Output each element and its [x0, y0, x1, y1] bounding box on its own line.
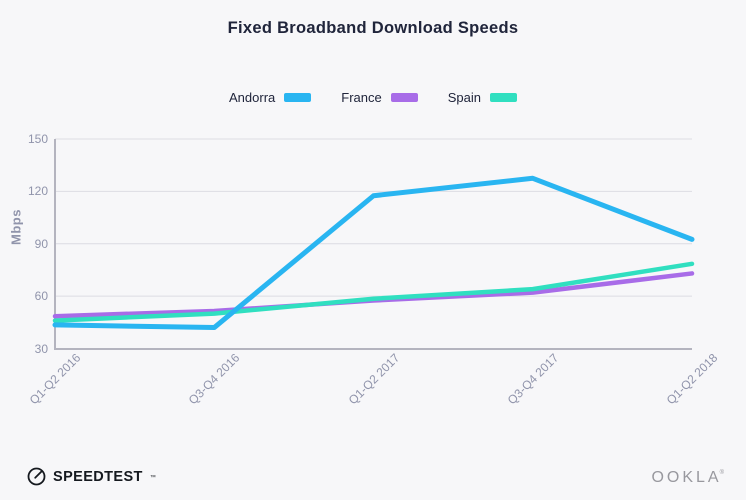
series-lines [52, 175, 695, 331]
chart-title: Fixed Broadband Download Speeds [227, 19, 519, 37]
y-tick-label: 90 [34, 236, 48, 251]
ookla-wordmark: OOKLA [651, 469, 722, 486]
speedtest-gauge-icon [27, 467, 46, 486]
legend-swatch-spain [489, 93, 517, 102]
gridlines [55, 138, 692, 297]
y-tick-label: 120 [27, 184, 48, 199]
y-tick-label: 30 [34, 341, 48, 356]
y-axis-title: Mbps [8, 209, 24, 245]
series-line-spain [52, 261, 695, 323]
ookla-registered-mark: ® [719, 470, 724, 476]
chart-legend: Andorra France Spain [0, 90, 746, 105]
legend-label-andorra: Andorra [229, 90, 276, 105]
legend-swatch-france [390, 93, 418, 102]
speedtest-wordmark: SPEEDTEST [53, 468, 143, 485]
legend-label-spain: Spain [447, 90, 481, 105]
y-tick-label: 60 [34, 289, 48, 304]
legend-label-france: France [341, 90, 382, 105]
legend-item-andorra: Andorra [229, 90, 312, 105]
legend-item-france: France [341, 90, 418, 105]
speedtest-trademark: ™ [149, 474, 156, 481]
ookla-logo: OOKLA ® [651, 469, 726, 487]
legend-item-spain: Spain [448, 90, 517, 105]
series-line-andorra [52, 175, 695, 331]
y-tick-label: 150 [27, 132, 48, 146]
legend-swatch-andorra [284, 93, 312, 102]
speedtest-logo: SPEEDTEST ™ [27, 467, 156, 486]
